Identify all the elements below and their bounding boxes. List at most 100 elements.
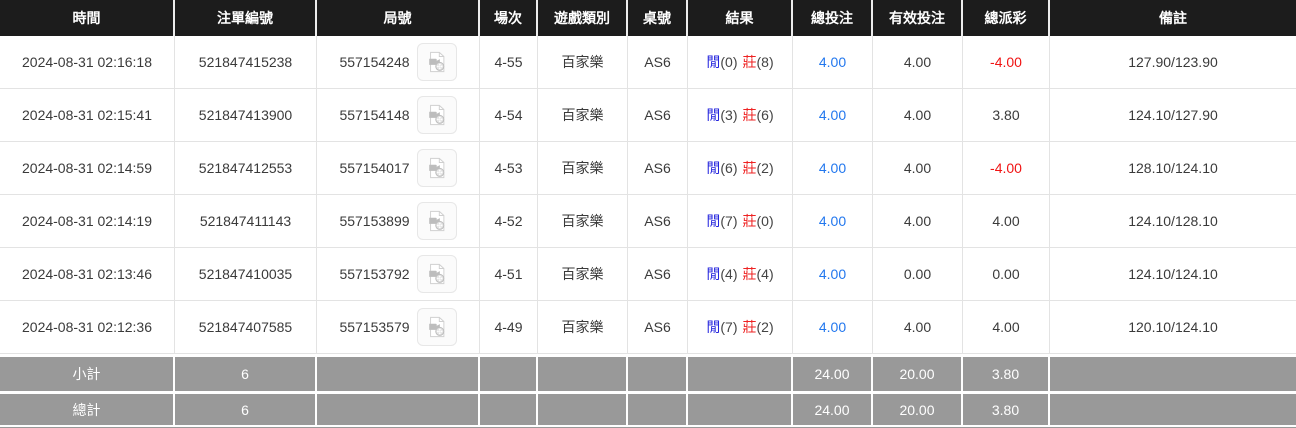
session-cell: 4-54 — [480, 89, 538, 142]
grand-total-payout: 3.80 — [963, 391, 1050, 425]
empty-cell — [480, 391, 538, 425]
round-cell: 557154017 — [317, 142, 480, 195]
empty-cell — [538, 391, 628, 425]
payout-cell: -4.00 — [963, 36, 1050, 89]
col-header-game-type: 遊戲類別 — [538, 0, 628, 36]
valid-bet-cell: 0.00 — [873, 248, 963, 301]
player-score: (6) — [720, 160, 738, 176]
empty-cell — [628, 354, 688, 391]
grand-total-row: 總計 6 24.00 20.00 3.80 — [0, 391, 1296, 425]
table-no-cell: AS6 — [628, 89, 688, 142]
col-header-total-bet: 總投注 — [793, 0, 873, 36]
round-cell: 557153579 — [317, 301, 480, 354]
valid-bet-cell: 4.00 — [873, 195, 963, 248]
game-type-cell: 百家樂 — [538, 36, 628, 89]
game-type-cell: 百家樂 — [538, 301, 628, 354]
table-row: 2024-08-31 02:15:41 521847413900 5571541… — [0, 89, 1296, 142]
player-score: (0) — [720, 54, 738, 70]
empty-cell — [1050, 354, 1296, 391]
round-cell: 557154148 — [317, 89, 480, 142]
video-replay-button[interactable] — [416, 149, 457, 187]
time-cell: 2024-08-31 02:16:18 — [0, 36, 175, 89]
round-cell: 557153792 — [317, 248, 480, 301]
bet-id-cell: 521847412553 — [175, 142, 317, 195]
valid-bet-cell: 4.00 — [873, 89, 963, 142]
player-label: 閒 — [706, 160, 721, 176]
time-cell: 2024-08-31 02:14:19 — [0, 195, 175, 248]
banker-score: (2) — [756, 160, 774, 176]
session-cell: 4-55 — [480, 36, 538, 89]
payout-cell: 4.00 — [963, 301, 1050, 354]
video-file-icon — [428, 104, 444, 126]
player-score: (3) — [720, 107, 738, 123]
col-header-table-no: 桌號 — [628, 0, 688, 36]
empty-cell — [628, 391, 688, 425]
player-label: 閒 — [706, 213, 721, 229]
banker-score: (6) — [756, 107, 774, 123]
col-header-time: 時間 — [0, 0, 175, 36]
col-header-payout: 總派彩 — [963, 0, 1050, 36]
result-cell: 閒(7) 莊(0) — [688, 195, 793, 248]
remark-cell: 124.10/124.10 — [1050, 248, 1296, 301]
table-row: 2024-08-31 02:16:18 521847415238 5571542… — [0, 36, 1296, 89]
video-replay-button[interactable] — [416, 43, 457, 81]
result-cell: 閒(6) 莊(2) — [688, 142, 793, 195]
empty-cell — [538, 354, 628, 391]
banker-score: (4) — [756, 266, 774, 282]
player-score: (7) — [720, 213, 738, 229]
video-file-icon — [428, 51, 444, 73]
payout-cell: 0.00 — [963, 248, 1050, 301]
table-no-cell: AS6 — [628, 195, 688, 248]
player-score: (4) — [720, 266, 738, 282]
video-replay-button[interactable] — [416, 308, 457, 346]
table-no-cell: AS6 — [628, 301, 688, 354]
table-header: 時間 注單編號 局號 場次 遊戲類別 桌號 結果 總投注 有效投注 總派彩 備註 — [0, 0, 1296, 36]
subtotal-payout: 3.80 — [963, 354, 1050, 391]
session-cell: 4-49 — [480, 301, 538, 354]
game-type-cell: 百家樂 — [538, 89, 628, 142]
total-bet-cell: 4.00 — [793, 248, 873, 301]
table-row: 2024-08-31 02:13:46 521847410035 5571537… — [0, 248, 1296, 301]
result-cell: 閒(7) 莊(2) — [688, 301, 793, 354]
subtotal-label: 小計 — [0, 354, 175, 391]
subtotal-row: 小計 6 24.00 20.00 3.80 — [0, 354, 1296, 391]
result-cell: 閒(0) 莊(8) — [688, 36, 793, 89]
empty-cell — [1050, 391, 1296, 425]
player-label: 閒 — [706, 319, 721, 335]
subtotal-valid-bet: 20.00 — [873, 354, 963, 391]
time-cell: 2024-08-31 02:12:36 — [0, 301, 175, 354]
grand-total-label: 總計 — [0, 391, 175, 425]
video-replay-button[interactable] — [416, 255, 457, 293]
remark-cell: 127.90/123.90 — [1050, 36, 1296, 89]
banker-label: 莊 — [742, 213, 757, 229]
round-number: 557153792 — [339, 266, 410, 282]
game-type-cell: 百家樂 — [538, 142, 628, 195]
banker-label: 莊 — [742, 160, 757, 176]
remark-cell: 128.10/124.10 — [1050, 142, 1296, 195]
empty-cell — [688, 354, 793, 391]
time-cell: 2024-08-31 02:14:59 — [0, 142, 175, 195]
banker-score: (8) — [756, 54, 774, 70]
payout-cell: 4.00 — [963, 195, 1050, 248]
banker-label: 莊 — [742, 107, 757, 123]
table-row: 2024-08-31 02:12:36 521847407585 5571535… — [0, 301, 1296, 354]
grand-total-valid-bet: 20.00 — [873, 391, 963, 425]
bet-id-cell: 521847410035 — [175, 248, 317, 301]
table-row: 2024-08-31 02:14:19 521847411143 5571538… — [0, 195, 1296, 248]
col-header-bet-id: 注單編號 — [175, 0, 317, 36]
time-cell: 2024-08-31 02:13:46 — [0, 248, 175, 301]
empty-cell — [317, 391, 480, 425]
bet-id-cell: 521847407585 — [175, 301, 317, 354]
result-cell: 閒(3) 莊(6) — [688, 89, 793, 142]
col-header-remark: 備註 — [1050, 0, 1296, 36]
video-replay-button[interactable] — [416, 96, 457, 134]
remark-cell: 124.10/128.10 — [1050, 195, 1296, 248]
banker-score: (2) — [756, 319, 774, 335]
table-footer: 小計 6 24.00 20.00 3.80 總計 6 24.00 20.00 3… — [0, 354, 1296, 425]
round-cell: 557154248 — [317, 36, 480, 89]
remark-cell: 124.10/127.90 — [1050, 89, 1296, 142]
video-replay-button[interactable] — [416, 202, 457, 240]
banker-label: 莊 — [742, 319, 757, 335]
video-file-icon — [428, 157, 444, 179]
col-header-round: 局號 — [317, 0, 480, 36]
